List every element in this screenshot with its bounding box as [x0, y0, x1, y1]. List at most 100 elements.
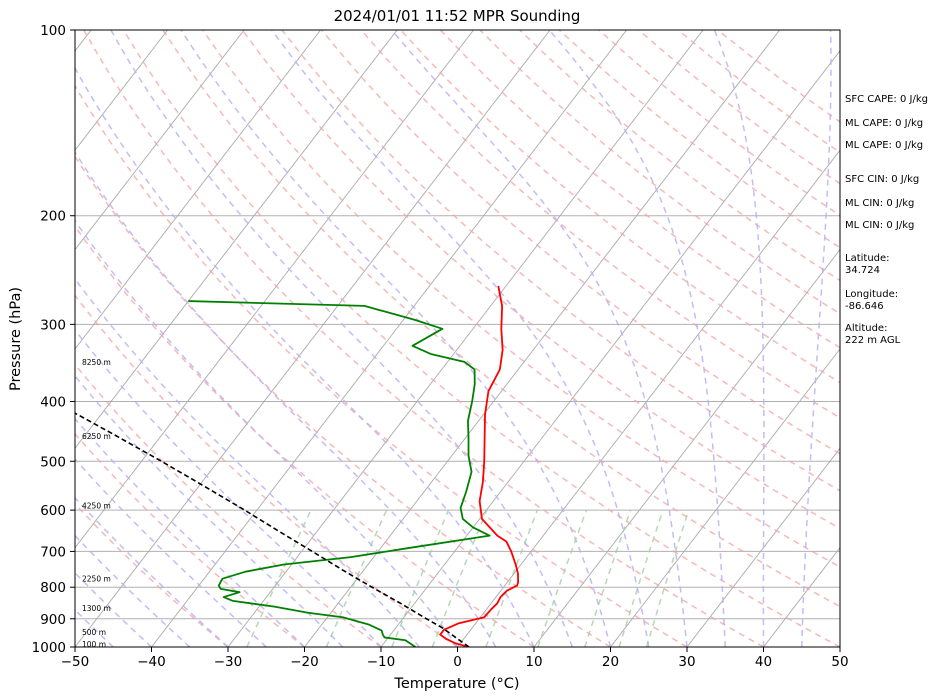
isotherm-line	[304, 30, 780, 647]
isotherm-line	[610, 348, 840, 647]
moist-adiabat	[75, 374, 344, 647]
y-tick-label: 1000	[32, 640, 66, 656]
info-line: 222 m AGL	[845, 335, 901, 346]
height-label: 4250 m	[82, 502, 111, 511]
dry-adiabat	[202, 30, 840, 568]
isotherm-line	[380, 50, 840, 647]
info-line: -86.646	[845, 301, 884, 312]
dry-adiabat	[75, 84, 688, 647]
mixing-ratio-line	[618, 509, 664, 647]
dry-adiabat	[320, 30, 840, 455]
moist-adiabat	[75, 534, 191, 647]
x-tick-label: −10	[367, 654, 396, 670]
info-line: SFC CIN: 0 J/kg	[845, 174, 919, 185]
dry-adiabat	[83, 30, 764, 647]
isotherm-line	[151, 30, 627, 647]
dry-adiabat	[75, 155, 611, 647]
y-tick-label: 600	[40, 503, 66, 519]
dry-adiabat	[241, 30, 840, 530]
x-tick-label: −20	[290, 654, 319, 670]
moist-adiabat	[110, 30, 573, 647]
mixing-ratio-line	[584, 509, 632, 647]
x-tick-label: 30	[678, 654, 695, 670]
y-tick-label: 100	[40, 23, 66, 39]
temperature-line	[439, 285, 520, 647]
x-tick-label: 40	[755, 654, 772, 670]
dry-adiabat	[281, 30, 840, 492]
plot-frame	[74, 29, 841, 648]
chart-title: 2024/01/01 11:52 MPR Sounding	[334, 7, 581, 25]
y-tick-label: 200	[40, 209, 66, 225]
isotherm-line	[75, 30, 321, 350]
dewpoint-line	[188, 300, 491, 647]
x-tick-label: 50	[831, 654, 848, 670]
mixing-ratio-line	[645, 509, 690, 647]
dry-adiabat	[400, 30, 840, 384]
y-tick-label: 500	[40, 454, 66, 470]
y-tick-label: 300	[40, 317, 66, 333]
profile-lines	[75, 285, 520, 647]
y-axis-label: Pressure (hPa)	[8, 287, 24, 391]
y-tick-label: 700	[40, 544, 66, 560]
moist-adiabat	[75, 328, 382, 647]
height-label: 2250 m	[82, 575, 111, 584]
dry-adiabat	[75, 502, 229, 647]
y-tick-label: 800	[40, 580, 66, 596]
info-line: 34.724	[845, 265, 880, 276]
dry-adiabat	[519, 30, 840, 282]
x-tick-label: 10	[525, 654, 542, 670]
y-tick-label: 400	[40, 394, 66, 410]
moist-adiabat	[75, 417, 306, 647]
moist-adiabat	[713, 30, 765, 647]
moist-adiabat	[548, 30, 726, 647]
parcel-path-line	[75, 412, 470, 647]
x-tick-label: 20	[602, 654, 619, 670]
moist-adiabat	[271, 30, 650, 647]
y-tick-label: 900	[40, 612, 66, 628]
height-label: 500 m	[82, 628, 106, 637]
info-line: SFC CAPE: 0 J/kg	[845, 94, 928, 105]
mixing-ratio-line	[246, 509, 312, 647]
sounding-parameters: SFC CAPE: 0 J/kg ML CAPE: 0 J/kg ML CAPE: …	[845, 94, 928, 346]
x-tick-label: −30	[214, 654, 243, 670]
dry-adiabat	[439, 30, 840, 349]
height-label: 8250 m	[82, 358, 111, 367]
moist-adiabat	[75, 277, 420, 647]
info-line: ML CIN: 0 J/kg	[845, 198, 914, 209]
info-line: Altitude:	[845, 323, 887, 334]
isotherm-line	[75, 30, 474, 549]
height-labels: 100 m 500 m 1300 m 2250 m 4250 m 6250 m 8250 m	[82, 358, 111, 649]
dry-adiabat	[122, 30, 840, 647]
info-line: ML CAPE: 0 J/kg	[845, 118, 923, 129]
isotherm-line	[227, 30, 704, 647]
background-lines	[75, 30, 840, 647]
height-label: 1300 m	[82, 604, 111, 613]
info-line: ML CIN: 0 J/kg	[845, 220, 914, 231]
x-tick-label: −50	[61, 654, 90, 670]
height-label: 100 m	[82, 640, 106, 649]
x-tick-label: −40	[137, 654, 166, 670]
isotherm-line	[686, 447, 840, 647]
info-line: ML CAPE: 0 J/kg	[845, 140, 923, 151]
moist-adiabat	[391, 30, 688, 647]
x-axis: −50 −40 −30 −20 −10 0 10 20 30 40 50	[61, 647, 849, 670]
x-tick-label: 0	[453, 654, 462, 670]
isotherm-line	[75, 30, 398, 450]
isotherm-line	[457, 149, 840, 647]
isotherm-line	[75, 30, 168, 151]
dry-adiabat	[75, 224, 535, 647]
height-label: 6250 m	[82, 432, 111, 441]
info-line: Longitude:	[845, 289, 898, 300]
isotherm-line	[533, 248, 840, 647]
y-axis: 100 200 300 400 500 600 700 800 900 1000	[32, 23, 75, 656]
dry-adiabat	[479, 30, 840, 315]
dry-adiabat	[360, 30, 840, 419]
dry-adiabat	[162, 30, 840, 608]
moist-adiabat	[75, 66, 535, 647]
moist-adiabat	[75, 150, 497, 647]
isotherm-line	[75, 30, 551, 647]
isotherm-line	[75, 30, 245, 251]
mixing-ratio-line	[537, 509, 588, 647]
x-axis-label: Temperature (°C)	[393, 676, 519, 692]
